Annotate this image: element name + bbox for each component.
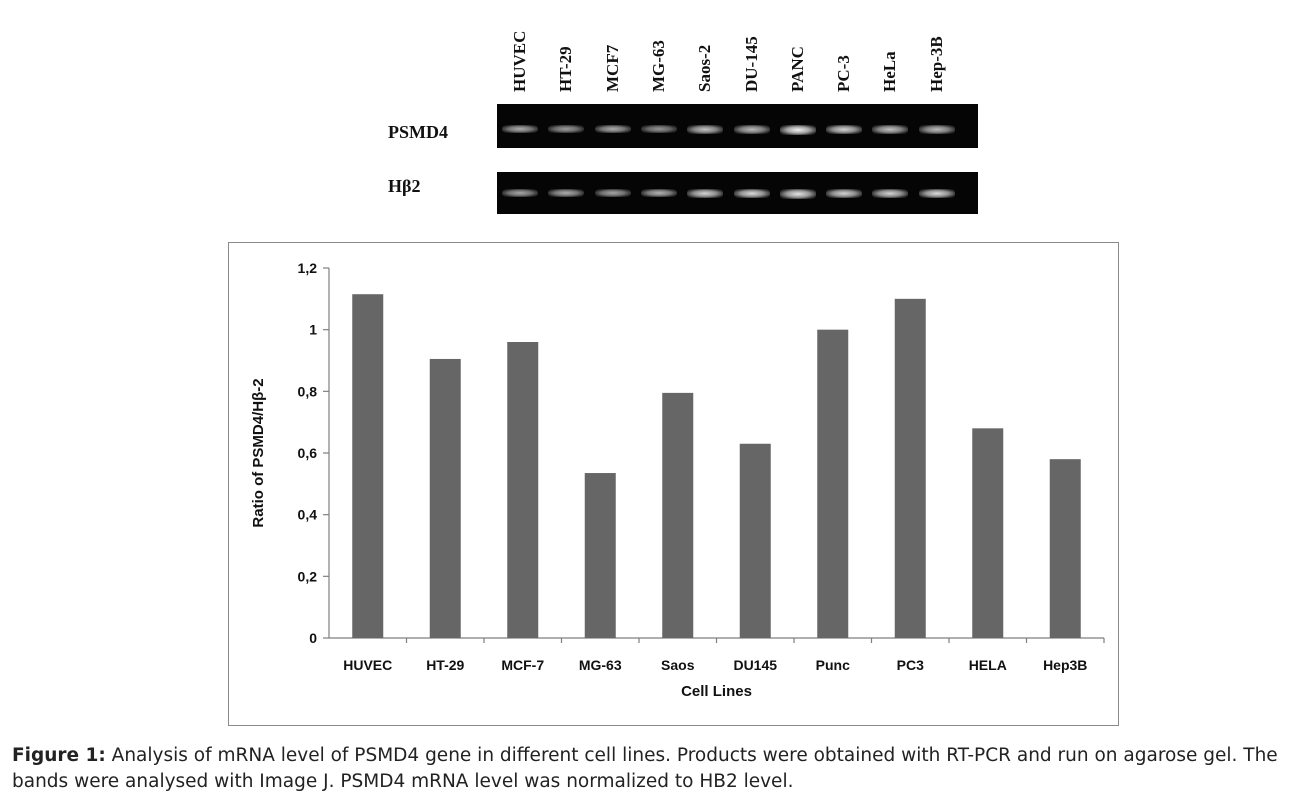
gel-lane-label: HeLa [880, 51, 900, 92]
x-tick-label: Saos [661, 657, 695, 673]
gel-band [687, 189, 724, 199]
y-tick-label: 0 [309, 630, 317, 646]
gel-lane-label: PC-3 [834, 55, 854, 92]
gel-band [918, 125, 955, 134]
gel-band [733, 189, 770, 199]
gel-band [826, 189, 863, 199]
gel-lane-label: Saos-2 [695, 44, 715, 92]
gel-lane-label: HT-29 [556, 46, 576, 92]
x-axis-title: Cell Lines [681, 683, 752, 700]
x-tick-label: HT-29 [426, 657, 464, 673]
gel-row-label-hb2: Hβ2 [388, 176, 421, 196]
bar-saos [662, 392, 694, 638]
figure-caption: Figure 1: Analysis of mRNA level of PSMD… [12, 743, 1287, 795]
gel-lane-label: DU-145 [741, 36, 761, 92]
gel-band [502, 189, 538, 197]
x-tick-label: Hep3B [1043, 657, 1087, 673]
y-axis-title: Ratio of PSMD4/Hβ-2 [250, 378, 267, 527]
x-ticks: HUVEC HT-29 MCF-7 MG-63 Saos DU145 Punc PC3 HELA… [343, 638, 1105, 673]
bar-chart-frame: 0 0,2 0,4 0,6 0,8 1 1,2 HUVEC HT-29 MCF-7 MG-63 Sa… [228, 242, 1119, 726]
gel-strip-psmd4 [497, 104, 978, 148]
y-tick-label: 0,8 [298, 383, 318, 399]
bar-mcf-7 [507, 342, 539, 638]
gel-row-label-psmd4: PSMD4 [388, 122, 448, 142]
bar-pc3 [894, 298, 926, 638]
gel-band [594, 125, 631, 134]
x-tick-label: Punc [816, 657, 850, 673]
gel-band [872, 125, 909, 134]
gel-image: HUVEC HT-29 MCF7 MG-63 Saos-2 DU-145 PANC PC-3 H… [0, 0, 1294, 225]
gel-band [640, 189, 677, 198]
y-tick-label: 1 [309, 322, 317, 338]
gel-lane-label: HUVEC [510, 30, 529, 92]
y-tick-label: 1,2 [298, 260, 318, 276]
gel-band [502, 125, 538, 134]
x-tick-label: MG-63 [579, 657, 622, 673]
x-tick-label: DU145 [733, 657, 777, 673]
x-tick-label: MCF-7 [501, 657, 544, 673]
caption-text: Analysis of mRNA level of PSMD4 gene in … [12, 745, 1278, 792]
gel-band [779, 189, 816, 199]
bar-du145 [739, 443, 771, 638]
gel-band [918, 189, 955, 199]
x-tick-label: HUVEC [343, 657, 392, 673]
gel-band [872, 189, 909, 199]
gel-band [687, 125, 724, 134]
bar-hep3b [1049, 459, 1081, 638]
y-tick-label: 0,4 [298, 507, 318, 523]
y-tick-label: 0,2 [298, 568, 318, 584]
bar-huvec [352, 294, 384, 638]
gel-band [826, 125, 863, 135]
gel-lane-label: MCF7 [602, 44, 622, 92]
x-tick-label: HELA [969, 657, 1007, 673]
bar-chart: 0 0,2 0,4 0,6 0,8 1 1,2 HUVEC HT-29 MCF-7 MG-63 Sa… [250, 260, 1105, 700]
bars [352, 294, 1081, 638]
caption-label: Figure 1: [12, 745, 106, 766]
gel-band [640, 125, 677, 133]
gel-lane-label: MG-63 [648, 40, 668, 92]
gel-lane-label: Hep-3B [926, 36, 946, 92]
gel-strip-hb2 [497, 172, 978, 214]
x-tick-label: PC3 [897, 657, 924, 673]
gel-lane-label: PANC [787, 46, 807, 92]
gel-band [548, 125, 585, 133]
bar-mg-63 [584, 473, 616, 638]
y-ticks: 0 0,2 0,4 0,6 0,8 1 1,2 [298, 260, 329, 646]
bar-hela [972, 428, 1004, 638]
bar-punc [817, 329, 849, 638]
gel-band [594, 189, 631, 197]
bar-ht-29 [429, 358, 461, 638]
gel-band [733, 125, 770, 134]
gel-band [779, 125, 816, 135]
gel-band [548, 189, 585, 198]
y-tick-label: 0,6 [298, 445, 318, 461]
